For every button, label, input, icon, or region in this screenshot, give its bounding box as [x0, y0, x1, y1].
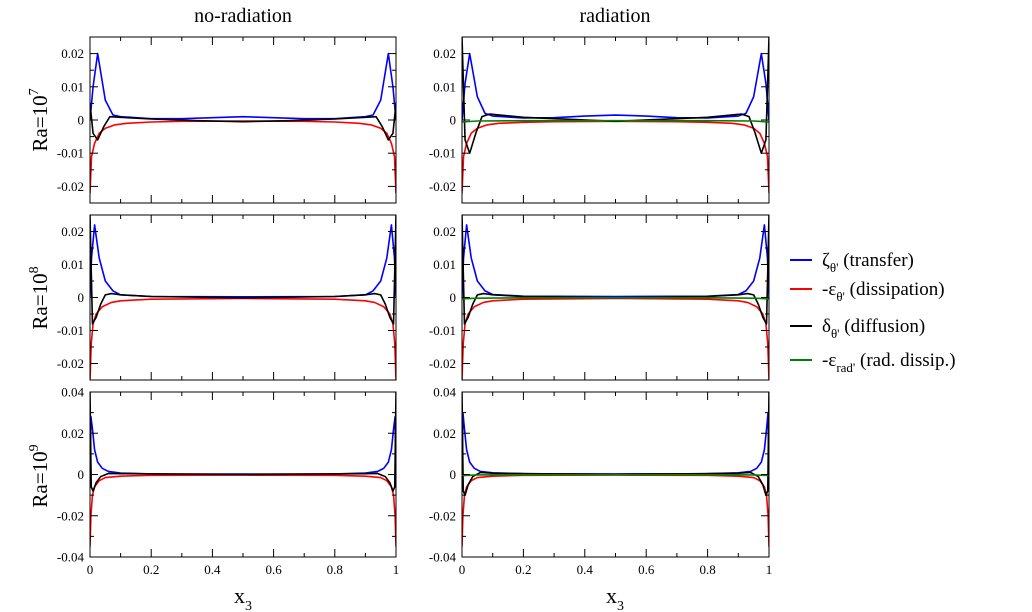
series-line-transfer: [462, 52, 769, 121]
x-tick-label: 0.2: [143, 562, 159, 577]
legend-label-transfer: ζθ' (transfer): [822, 250, 914, 275]
y-tick-label: 0.01: [61, 79, 84, 94]
panel-ra-10-7-radiation-series: [462, 37, 769, 194]
y-tick-label: 0: [450, 467, 457, 482]
series-line-transfer: [90, 52, 396, 121]
panel-ra-10-9-radiation-series: [462, 392, 769, 547]
x-tick-label: 0.2: [515, 562, 531, 577]
row-label-ra-1e9: Ra=109: [27, 444, 52, 507]
series-line-diffusion: [462, 215, 769, 325]
row-label-ra-1e7: Ra=107: [27, 88, 52, 151]
y-tick-label: -0.02: [429, 508, 456, 523]
panel-ra-10-9-no-radiation-series: [90, 392, 396, 547]
y-tick-label: 0.02: [61, 224, 84, 239]
panel-ra-10-8-radiation: -0.02 -0.01 0 0.01 0.02: [429, 214, 770, 381]
y-tick-label: -0.01: [57, 146, 84, 161]
y-tick-label: 0.01: [61, 257, 84, 272]
series-line-dissipation: [462, 297, 769, 380]
x-tick-label: 0: [87, 562, 94, 577]
y-tick-label: 0.02: [433, 224, 456, 239]
y-tick-label: -0.01: [429, 323, 456, 338]
series-line-transfer: [462, 224, 769, 298]
x-tick-label: 0.8: [327, 562, 343, 577]
y-tick-label: 0: [450, 113, 457, 128]
x-tick-label: 0.8: [699, 562, 715, 577]
y-tick-label: -0.02: [429, 179, 456, 194]
series-line-transfer: [462, 411, 769, 475]
panel-ra-10-7-no-radiation-series: [90, 52, 396, 194]
series-line-diffusion: [90, 215, 396, 325]
y-tick-label: -0.04: [57, 550, 85, 565]
y-tick-label: 0.01: [433, 79, 456, 94]
series-line-diffusion: [90, 392, 396, 492]
y-tick-label: 0.04: [61, 385, 84, 400]
series-line-dissipation: [90, 474, 396, 547]
y-tick-label: -0.02: [57, 356, 84, 371]
y-tick-label: 0.02: [433, 426, 456, 441]
panel-ra-10-8-no-radiation-series: [90, 215, 396, 380]
y-tick-label: -0.02: [57, 508, 84, 523]
panel-ra-10-8-no-radiation: -0.02 -0.01 0 0.01 0.02: [57, 214, 397, 381]
series-line-rad-rad-dissip: [462, 297, 769, 300]
legend: ζθ' (transfer) -εθ' (dissipation) δθ' (d…: [790, 250, 956, 375]
series-line-rad-rad-dissip: [462, 119, 769, 123]
y-tick-label: 0: [450, 290, 457, 305]
x-tick-label: 0.4: [577, 562, 594, 577]
x-tick-label: 0.6: [638, 562, 655, 577]
panel-ra-10-7-radiation: -0.02 -0.01 0 0.01 0.02: [429, 36, 770, 204]
y-tick-label: 0.02: [61, 426, 84, 441]
series-line-dissipation: [462, 120, 769, 194]
y-tick-label: -0.01: [429, 146, 456, 161]
legend-label-diffusion: δθ' (diffusion): [822, 316, 925, 341]
y-tick-label: 0.02: [61, 46, 84, 61]
legend-label-dissipation: -εθ' (dissipation): [822, 279, 945, 304]
x-tick-label: 0.6: [265, 562, 282, 577]
x-axis-label-left: x3: [234, 583, 252, 612]
x-axis-label-right: x3: [606, 583, 624, 612]
y-tick-label: 0: [78, 467, 85, 482]
x-tick-label: 0.4: [204, 562, 221, 577]
series-line-dissipation: [90, 120, 396, 194]
series-line-transfer: [90, 224, 396, 298]
y-tick-label: -0.01: [57, 323, 84, 338]
x-tick-label: 1: [393, 562, 400, 577]
series-line-transfer: [90, 415, 396, 475]
x-tick-label: 1: [766, 562, 773, 577]
panel-ra-10-9-radiation: -0.04 -0.02 0 0.02 0.04 0 0.2 0.4 0.6 0.8 1: [429, 385, 772, 578]
panels-group: -0.02-0.0100.010.02-0.02-0.0100.010.02-0…: [57, 36, 772, 578]
series-line-dissipation: [90, 297, 396, 380]
y-tick-label: 0.04: [433, 385, 456, 400]
y-tick-label: 0.02: [433, 46, 456, 61]
series-line-diffusion: [462, 37, 769, 154]
y-tick-label: -0.02: [429, 356, 456, 371]
y-tick-label: 0: [78, 290, 85, 305]
y-tick-label: 0: [78, 113, 85, 128]
column-title-no-radiation: no-radiation: [194, 5, 292, 27]
y-tick-label: 0.01: [433, 257, 456, 272]
series-line-dissipation: [462, 474, 769, 547]
y-tick-label: -0.02: [57, 179, 84, 194]
y-tick-label: -0.04: [429, 550, 457, 565]
series-line-rad-rad-dissip: [462, 473, 769, 477]
series-line-diffusion: [462, 392, 769, 496]
legend-label-rad-dissip: -εrad' (rad. dissip.): [822, 350, 956, 375]
x-tick-label: 0: [459, 562, 466, 577]
row-label-ra-1e8: Ra=108: [27, 266, 52, 329]
panel-ra-10-7-no-radiation: -0.02 -0.01 0 0.01 0.02: [57, 36, 397, 204]
panel-ra-10-7-no-radiation-frame: [89, 36, 397, 204]
panel-ra-10-8-radiation-series: [462, 215, 769, 380]
series-line-diffusion: [90, 103, 396, 141]
column-title-radiation: radiation: [579, 5, 650, 27]
panel-ra-10-9-no-radiation: -0.04 -0.02 0 0.02 0.04 0 0.2 0.4 0.6 0.8 1: [57, 385, 399, 578]
